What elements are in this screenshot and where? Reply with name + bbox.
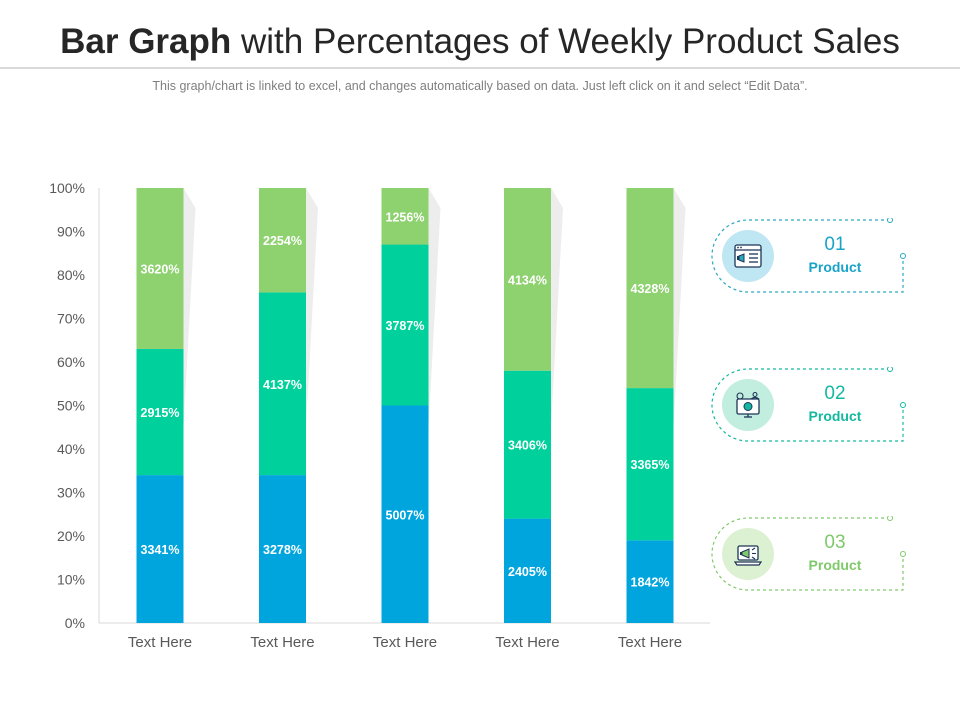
- bar-segment[interactable]: [136, 188, 184, 349]
- bar-segment[interactable]: [259, 475, 306, 623]
- legend-number-03: 03: [824, 532, 846, 553]
- data-label: 3365%: [631, 458, 670, 472]
- monitor-money-icon: [736, 391, 760, 418]
- data-label: 2405%: [508, 565, 547, 579]
- legend-label-02: Product: [808, 408, 862, 424]
- title-bold: Bar Graph: [60, 22, 232, 61]
- data-label: 5007%: [386, 508, 425, 522]
- y-tick-label: 50%: [57, 398, 85, 414]
- bar-segment[interactable]: [381, 188, 429, 245]
- data-label: 4134%: [508, 273, 547, 287]
- x-tick-label: Text Here: [495, 634, 559, 651]
- legend-icon-circle-02: [722, 379, 774, 431]
- browser-megaphone-icon: [734, 244, 762, 268]
- data-label: 3620%: [141, 262, 180, 276]
- bar-shadow: [306, 188, 318, 428]
- legend-label-01: Product: [808, 259, 862, 275]
- page-title: Bar Graph with Percentages of Weekly Pro…: [0, 18, 960, 66]
- title-rest: with Percentages of Weekly Product Sales: [231, 22, 900, 61]
- bar-segment[interactable]: [136, 475, 184, 623]
- bar-shadow: [428, 188, 441, 428]
- y-tick-label: 80%: [57, 267, 85, 283]
- legend-border-03: [711, 516, 906, 591]
- bar-segment[interactable]: [259, 292, 306, 476]
- x-tick-label: Text Here: [618, 634, 682, 651]
- bar-segment[interactable]: [626, 540, 674, 623]
- data-label: 2915%: [141, 406, 180, 420]
- bar-segment[interactable]: [504, 370, 551, 519]
- legend-border-01: [711, 218, 906, 293]
- data-label: 1842%: [631, 576, 670, 590]
- title-divider: [0, 67, 960, 69]
- data-label: 2254%: [263, 234, 302, 248]
- bar-segment[interactable]: [626, 388, 674, 541]
- bar-shadow: [673, 188, 686, 428]
- y-tick-label: 10%: [57, 572, 85, 588]
- legend-item-01[interactable]: 01 Product: [710, 218, 910, 298]
- y-tick-label: 30%: [57, 485, 85, 501]
- bar-segment[interactable]: [381, 405, 429, 624]
- subtitle: This graph/chart is linked to excel, and…: [152, 79, 808, 93]
- y-tick-label: 60%: [57, 354, 85, 370]
- legend-border-02: [711, 367, 906, 442]
- bar-shadow: [551, 188, 563, 428]
- y-tick-label: 90%: [57, 224, 85, 240]
- bar-segment[interactable]: [626, 188, 674, 389]
- y-tick-label: 70%: [57, 311, 85, 327]
- legend-number-02: 02: [824, 383, 846, 404]
- bar-segment[interactable]: [504, 188, 551, 371]
- legend-item-03[interactable]: 03 Product: [710, 516, 910, 596]
- data-label: 3341%: [141, 543, 180, 557]
- bar-shadow: [183, 188, 196, 428]
- data-label: 1256%: [386, 210, 425, 224]
- legend-icon-circle-03: [722, 528, 774, 580]
- data-label: 3406%: [508, 439, 547, 453]
- bar-segment[interactable]: [136, 348, 184, 476]
- legend-item-02[interactable]: 02 Product: [710, 367, 910, 447]
- y-tick-label: 40%: [57, 441, 85, 457]
- y-tick-label: 100%: [49, 180, 85, 196]
- laptop-megaphone-icon: [734, 545, 762, 566]
- x-tick-label: Text Here: [128, 634, 192, 651]
- x-tick-label: Text Here: [373, 634, 437, 651]
- x-tick-label: Text Here: [250, 634, 314, 651]
- legend-label-03: Product: [808, 557, 862, 573]
- bar-segment[interactable]: [259, 188, 306, 293]
- bar-segment[interactable]: [504, 518, 551, 623]
- bar-segment[interactable]: [381, 244, 429, 406]
- data-label: 4328%: [631, 282, 670, 296]
- y-tick-label: 20%: [57, 528, 85, 544]
- y-tick-label: 0%: [65, 615, 85, 631]
- legend-number-01: 01: [824, 234, 846, 255]
- data-label: 3787%: [386, 319, 425, 333]
- data-label: 4137%: [263, 378, 302, 392]
- legend-icon-circle-01: [722, 230, 774, 282]
- data-label: 3278%: [263, 543, 302, 557]
